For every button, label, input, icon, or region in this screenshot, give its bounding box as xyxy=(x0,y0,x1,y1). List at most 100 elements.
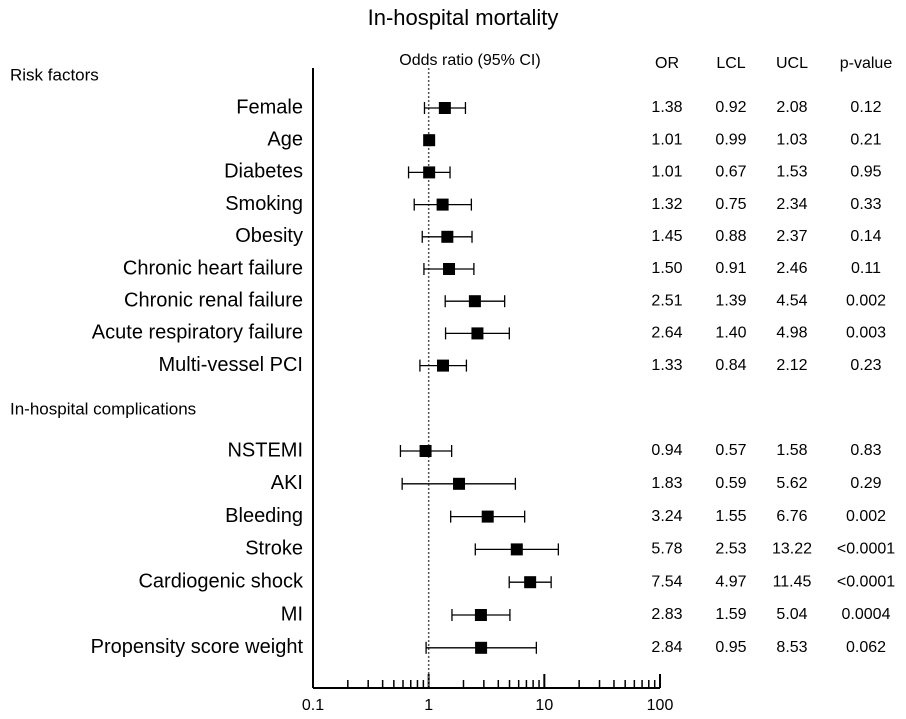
x-tick-label: 0.1 xyxy=(302,697,324,714)
table-cell: 1.03 xyxy=(776,131,807,148)
table-cell: 1.55 xyxy=(715,508,746,525)
odds-ratio-point xyxy=(471,327,484,340)
table-cell: 4.98 xyxy=(776,325,807,342)
row-label: Smoking xyxy=(225,193,303,215)
section-heading: In-hospital complications xyxy=(10,399,196,418)
table-cell: 11.45 xyxy=(773,573,812,590)
table-cell: 0.002 xyxy=(846,508,886,525)
table-cell: 0.92 xyxy=(715,99,746,116)
table-cell: 5.78 xyxy=(651,541,682,558)
table-cell: 0.0004 xyxy=(842,606,891,623)
column-header: OR xyxy=(655,55,679,72)
table-cell: 6.76 xyxy=(776,508,807,525)
x-tick-label: 100 xyxy=(647,697,674,714)
table-cell: 1.50 xyxy=(651,260,682,277)
table-cell: 0.75 xyxy=(715,196,746,213)
table-cell: 2.12 xyxy=(776,357,807,374)
row-label: Multi-vessel PCI xyxy=(159,354,303,376)
table-cell: 3.24 xyxy=(651,508,682,525)
table-cell: 1.58 xyxy=(776,442,807,459)
table-cell: 4.97 xyxy=(715,573,746,590)
row-label: MI xyxy=(281,603,303,625)
table-cell: 2.46 xyxy=(776,260,807,277)
odds-ratio-point xyxy=(468,295,481,308)
table-cell: 1.53 xyxy=(776,164,807,181)
table-cell: 2.51 xyxy=(651,292,682,309)
table-cell: <0.0001 xyxy=(837,541,895,558)
odds-ratio-point xyxy=(475,641,488,654)
table-cell: 2.37 xyxy=(776,228,807,245)
table-cell: 0.33 xyxy=(850,196,881,213)
table-cell: 0.002 xyxy=(846,292,886,309)
odds-ratio-point xyxy=(443,263,456,275)
table-cell: 0.59 xyxy=(715,475,746,492)
table-cell: 0.95 xyxy=(850,164,881,181)
table-cell: 1.33 xyxy=(651,357,682,374)
odds-ratio-point xyxy=(474,609,487,621)
table-cell: 0.91 xyxy=(715,260,746,277)
row-label: Acute respiratory failure xyxy=(92,322,303,344)
table-cell: 2.08 xyxy=(776,99,807,116)
odds-ratio-point xyxy=(441,230,454,243)
odds-ratio-point xyxy=(510,543,523,556)
table-cell: 0.57 xyxy=(715,442,746,459)
table-cell: 0.88 xyxy=(715,228,746,245)
table-cell: 4.54 xyxy=(776,292,807,309)
table-cell: 8.53 xyxy=(776,639,807,656)
section-heading: Risk factors xyxy=(10,65,99,84)
table-cell: 1.45 xyxy=(651,228,682,245)
odds-ratio-point xyxy=(423,134,436,147)
table-cell: 0.11 xyxy=(851,260,881,277)
table-cell: 13.22 xyxy=(772,541,812,558)
table-cell: 1.40 xyxy=(715,325,746,342)
table-cell: 0.12 xyxy=(850,99,881,116)
row-label: Cardiogenic shock xyxy=(138,570,304,592)
table-cell: 1.38 xyxy=(651,99,682,116)
row-label: Age xyxy=(267,128,303,150)
table-cell: 0.003 xyxy=(846,325,886,342)
table-cell: 7.54 xyxy=(651,573,682,590)
table-cell: 2.34 xyxy=(776,196,807,213)
table-cell: 2.83 xyxy=(651,606,682,623)
row-label: Bleeding xyxy=(225,505,303,527)
table-cell: <0.0001 xyxy=(837,573,895,590)
table-cell: 0.14 xyxy=(850,228,881,245)
table-cell: 5.62 xyxy=(776,475,807,492)
table-cell: 1.83 xyxy=(651,475,682,492)
table-cell: 0.84 xyxy=(715,357,746,374)
table-cell: 5.04 xyxy=(776,606,807,623)
odds-ratio-point xyxy=(481,510,494,523)
odds-ratio-point xyxy=(524,576,537,589)
table-cell: 0.67 xyxy=(715,164,746,181)
table-cell: 0.83 xyxy=(850,442,881,459)
table-cell: 0.95 xyxy=(715,639,746,656)
table-cell: 0.29 xyxy=(850,475,881,492)
table-cell: 1.39 xyxy=(715,292,746,309)
odds-ratio-point xyxy=(436,359,449,372)
table-cell: 0.94 xyxy=(651,442,682,459)
x-tick-label: 10 xyxy=(535,697,553,714)
table-cell: 0.23 xyxy=(850,357,881,374)
odds-ratio-point xyxy=(453,477,466,490)
table-cell: 1.32 xyxy=(651,196,682,213)
x-axis-label: Odds ratio (95% CI) xyxy=(399,52,540,69)
row-label: Chronic heart failure xyxy=(123,257,303,279)
column-header: UCL xyxy=(776,55,808,72)
row-label: Chronic renal failure xyxy=(124,289,303,311)
table-cell: 0.062 xyxy=(846,639,886,656)
row-label: AKI xyxy=(271,472,303,494)
odds-ratio-point xyxy=(438,102,451,114)
row-label: Stroke xyxy=(245,538,303,560)
odds-ratio-point xyxy=(423,166,436,179)
x-tick-label: 1 xyxy=(424,697,433,714)
table-cell: 1.59 xyxy=(715,606,746,623)
table-cell: 2.64 xyxy=(651,325,682,342)
column-header: p-value xyxy=(840,55,893,72)
row-label: Diabetes xyxy=(224,161,303,183)
table-cell: 1.01 xyxy=(651,131,682,148)
chart-title: In-hospital mortality xyxy=(368,5,559,30)
odds-ratio-point xyxy=(419,445,432,457)
table-cell: 2.53 xyxy=(715,541,746,558)
row-label: Obesity xyxy=(235,225,303,247)
